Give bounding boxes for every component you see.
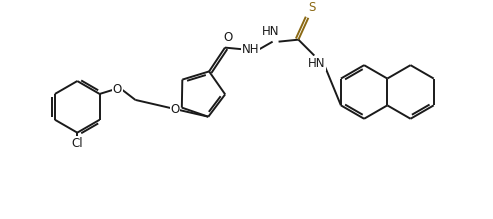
Text: NH: NH: [242, 43, 259, 56]
Text: HN: HN: [262, 25, 280, 38]
Text: HN: HN: [308, 57, 325, 70]
Text: Cl: Cl: [71, 137, 83, 150]
Text: O: O: [223, 31, 233, 44]
Text: O: O: [170, 103, 179, 116]
Text: S: S: [309, 1, 316, 14]
Text: O: O: [113, 83, 122, 97]
